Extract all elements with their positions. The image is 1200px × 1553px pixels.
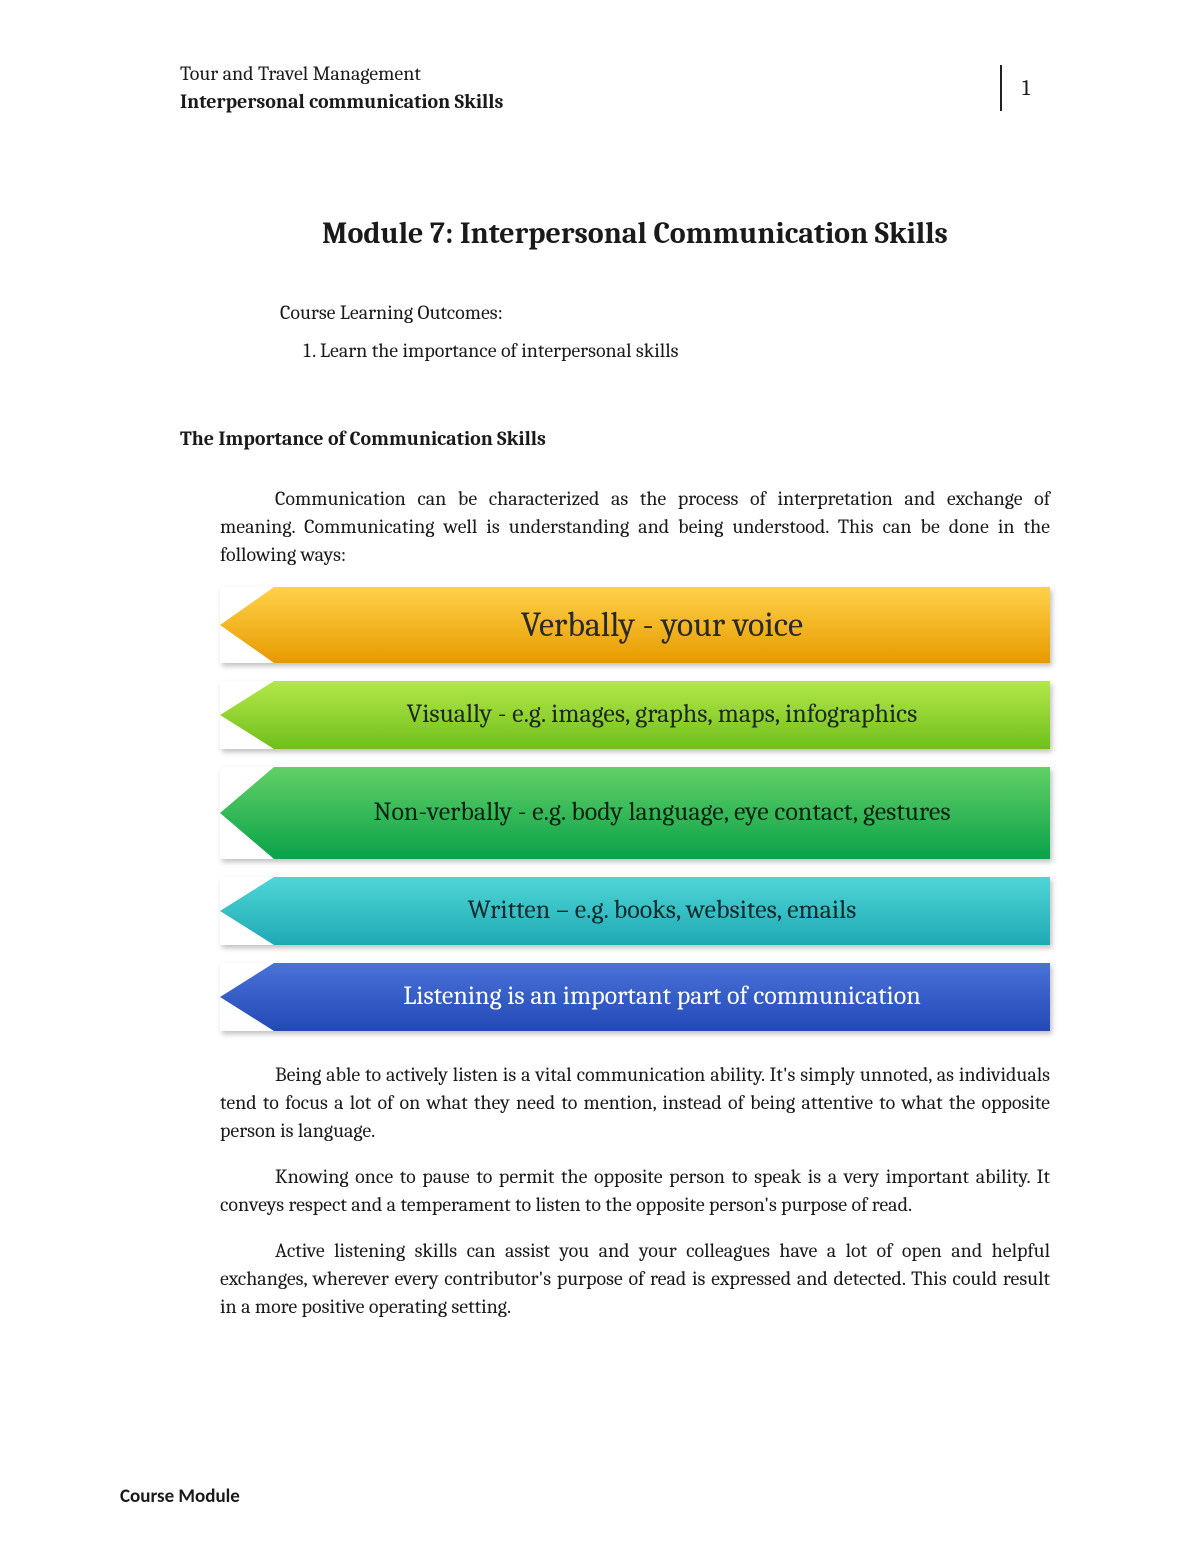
body-paragraph: Knowing once to pause to permit the oppo…	[220, 1163, 1050, 1219]
learning-outcomes: Course Learning Outcomes: Learn the impo…	[280, 301, 1050, 362]
section-heading: The Importance of Communication Skills	[180, 427, 1050, 450]
page: Tour and Travel Management Interpersonal…	[0, 0, 1200, 1399]
banner-listening: Listening is an important part of commun…	[220, 963, 1050, 1031]
module-title: Module 7: Interpersonal Communication Sk…	[220, 216, 1050, 251]
header-titles: Tour and Travel Management Interpersonal…	[180, 60, 503, 116]
page-header: Tour and Travel Management Interpersonal…	[180, 60, 1050, 116]
banner-text: Verbally - your voice	[521, 605, 803, 646]
footer-label: Course Module	[120, 1485, 240, 1508]
banner-nonverbally: Non-verbally - e.g. body language, eye c…	[220, 767, 1050, 859]
intro-paragraph: Communication can be characterized as th…	[220, 485, 1050, 569]
arrow-left-icon	[220, 587, 274, 663]
page-number: 1	[1000, 65, 1050, 111]
course-subtitle: Interpersonal communication Skills	[180, 88, 503, 116]
outcome-item: Learn the importance of interpersonal sk…	[320, 339, 1050, 362]
arrow-left-icon	[220, 877, 274, 945]
body-paragraph: Being able to actively listen is a vital…	[220, 1061, 1050, 1145]
banner-visually: Visually - e.g. images, graphs, maps, in…	[220, 681, 1050, 749]
arrow-left-icon	[220, 767, 274, 859]
arrow-left-icon	[220, 681, 274, 749]
banner-verbally: Verbally - your voice	[220, 587, 1050, 663]
arrow-left-icon	[220, 963, 274, 1031]
body-paragraph: Active listening skills can assist you a…	[220, 1237, 1050, 1321]
banner-text: Listening is an important part of commun…	[403, 981, 920, 1012]
banner-written: Written – e.g. books, websites, emails	[220, 877, 1050, 945]
outcomes-heading: Course Learning Outcomes:	[280, 301, 1050, 324]
intro-block: Communication can be characterized as th…	[220, 485, 1050, 569]
banner-text: Non-verbally - e.g. body language, eye c…	[373, 797, 950, 828]
communication-ways-infographic: Verbally - your voice Visually - e.g. im…	[220, 587, 1050, 1031]
outcomes-list: Learn the importance of interpersonal sk…	[320, 339, 1050, 362]
banner-text: Written – e.g. books, websites, emails	[468, 895, 857, 926]
banner-text: Visually - e.g. images, graphs, maps, in…	[407, 699, 918, 730]
course-name: Tour and Travel Management	[180, 60, 503, 88]
body-block: Being able to actively listen is a vital…	[220, 1061, 1050, 1321]
